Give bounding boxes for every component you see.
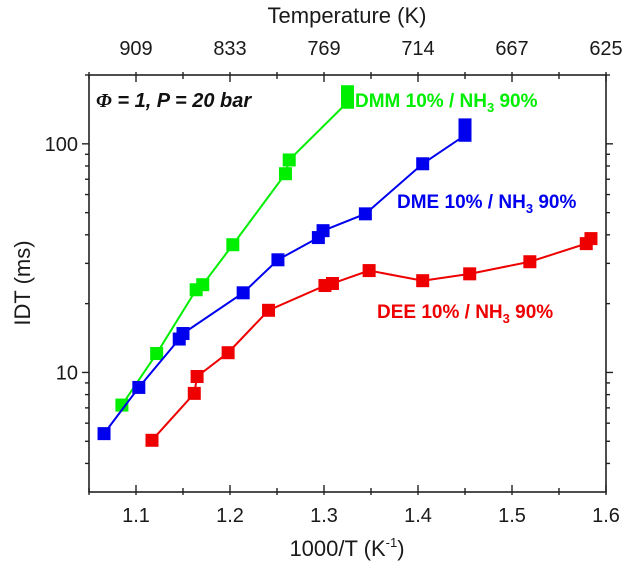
data-point-dee	[262, 303, 276, 317]
series-label-dee-end: 90%	[510, 302, 553, 323]
y-tick-label: 100	[45, 134, 78, 156]
series-label-dme-end: 90%	[533, 192, 576, 213]
x-tick-label: 1.6	[592, 505, 620, 527]
data-point-dee	[584, 232, 598, 246]
x2-tick-label: 833	[213, 38, 246, 60]
data-point-dee	[416, 274, 430, 288]
series-label-dmm-main: DMM 10% / NH	[355, 91, 487, 112]
conditions-text: = 1, P = 20 bar	[112, 90, 253, 112]
data-point-dmm	[341, 95, 354, 109]
x-axis-title-sup: -1	[386, 535, 398, 550]
data-point-dme	[271, 253, 285, 267]
conditions-annotation: Φ = 1, P = 20 bar	[96, 90, 252, 112]
data-point-dmm	[115, 398, 129, 412]
x-axis-title-main: 1000/T (K	[289, 536, 386, 561]
y-tick-label: 10	[56, 362, 78, 384]
series-dme	[97, 118, 472, 441]
series-dmm	[115, 85, 354, 412]
x-axis-title-end: )	[397, 536, 404, 561]
data-point-dme	[458, 118, 472, 132]
phi-symbol: Φ	[96, 90, 112, 112]
data-point-dee	[145, 433, 159, 447]
data-point-dmm	[278, 167, 292, 181]
axis-ticks: 1.1 1.2 1.3 1.4 1.5 1.6 909 833 769 714 667 625 10 10…	[45, 38, 623, 527]
x-tick-label: 1.2	[216, 505, 244, 527]
series-label-dmm-end: 90%	[494, 91, 537, 112]
x2-tick-label: 625	[589, 38, 622, 60]
series-label-dme-main: DME 10% / NH	[397, 192, 526, 213]
x-tick-label: 1.3	[310, 505, 338, 527]
data-point-dee	[362, 264, 376, 278]
data-point-dmm	[282, 153, 296, 167]
data-point-dee	[221, 346, 235, 360]
series-label-dee: DEE 10% / NH3 90%	[377, 302, 553, 326]
data-point-dee	[325, 276, 339, 290]
series-layer	[97, 85, 598, 447]
series-label-dee-main: DEE 10% / NH	[377, 302, 503, 323]
data-point-dee	[190, 370, 204, 384]
data-point-dmm	[150, 347, 164, 361]
data-point-dmm	[196, 278, 210, 292]
x2-tick-label: 769	[307, 38, 340, 60]
x2-tick-label: 714	[401, 38, 434, 60]
top-axis-title: Temperature (K)	[268, 3, 427, 28]
y-axis-title: IDT (ms)	[10, 240, 35, 325]
series-label-dmm-sub: 3	[487, 100, 494, 115]
data-point-dme	[416, 157, 430, 171]
data-point-dme	[132, 380, 146, 394]
data-point-dme	[236, 286, 250, 300]
data-point-dme	[176, 327, 190, 341]
x2-tick-label: 667	[495, 38, 528, 60]
data-point-dmm	[226, 238, 240, 252]
data-point-dee	[187, 386, 201, 400]
series-label-dee-sub: 3	[503, 311, 510, 326]
series-label-dme: DME 10% / NH3 90%	[397, 192, 576, 216]
data-point-dme	[458, 128, 472, 142]
x-axis-title: 1000/T (K-1)	[289, 535, 404, 561]
data-point-dee	[463, 267, 477, 281]
plot-frame	[88, 74, 607, 493]
x2-tick-label: 909	[119, 38, 152, 60]
plot-border	[88, 74, 607, 493]
x-tick-label: 1.5	[498, 505, 526, 527]
data-point-dme	[358, 207, 372, 221]
data-point-dmm	[341, 85, 354, 99]
data-point-dme	[316, 224, 330, 238]
series-dee	[145, 232, 598, 447]
data-point-dee	[523, 255, 537, 269]
x-tick-label: 1.1	[122, 505, 150, 527]
x-tick-label: 1.4	[404, 505, 432, 527]
series-line-dme	[103, 124, 466, 435]
series-label-dmm: DMM 10% / NH3 90%	[355, 91, 538, 115]
data-point-dme	[97, 427, 111, 441]
series-label-dme-sub: 3	[526, 201, 533, 216]
